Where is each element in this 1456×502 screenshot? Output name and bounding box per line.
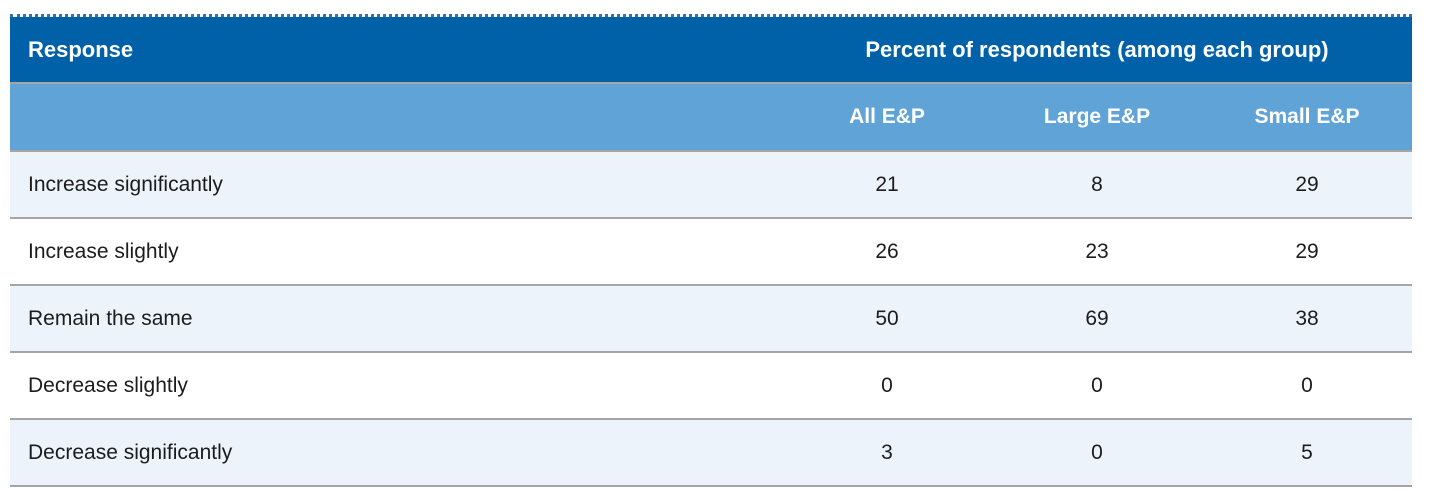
cell-value: 3 <box>881 440 893 464</box>
survey-response-table: Response Percent of respondents (among e… <box>10 14 1412 487</box>
table-row: Increase slightly 26 23 29 <box>10 217 1412 284</box>
cell-value: 21 <box>875 172 899 196</box>
table-row: Decrease significantly 3 0 5 <box>10 418 1412 485</box>
table-header-row: Response Percent of respondents (among e… <box>10 17 1412 82</box>
table-row: Remain the same 50 69 38 <box>10 284 1412 351</box>
cell-value: 26 <box>875 239 899 263</box>
response-column-header: Response <box>28 36 134 62</box>
column-header-all-ep: All E&P <box>849 105 925 128</box>
cell-value: 38 <box>1295 306 1319 330</box>
cell-value: 8 <box>1091 172 1103 196</box>
table-subheader-row: All E&P Large E&P Small E&P <box>10 82 1412 150</box>
row-label: Increase slightly <box>28 239 179 263</box>
row-label: Decrease significantly <box>28 440 233 464</box>
cell-value: 29 <box>1295 172 1319 196</box>
cell-value: 0 <box>1091 440 1103 464</box>
cell-value: 0 <box>1091 373 1103 397</box>
row-label: Increase significantly <box>28 172 223 196</box>
cell-value: 0 <box>1301 373 1313 397</box>
row-label: Remain the same <box>28 306 193 330</box>
group-column-header: Percent of respondents (among each group… <box>865 36 1329 62</box>
cell-value: 69 <box>1085 306 1109 330</box>
cell-value: 0 <box>881 373 893 397</box>
cell-value: 29 <box>1295 239 1319 263</box>
cell-value: 23 <box>1085 239 1109 263</box>
row-label: Decrease slightly <box>28 373 188 397</box>
column-header-large-ep: Large E&P <box>1043 105 1151 128</box>
column-header-small-ep: Small E&P <box>1254 105 1360 128</box>
cell-value: 50 <box>875 306 899 330</box>
cell-value: 5 <box>1301 440 1313 464</box>
table-row: Increase significantly 21 8 29 <box>10 150 1412 217</box>
table-row: Decrease slightly 0 0 0 <box>10 351 1412 418</box>
